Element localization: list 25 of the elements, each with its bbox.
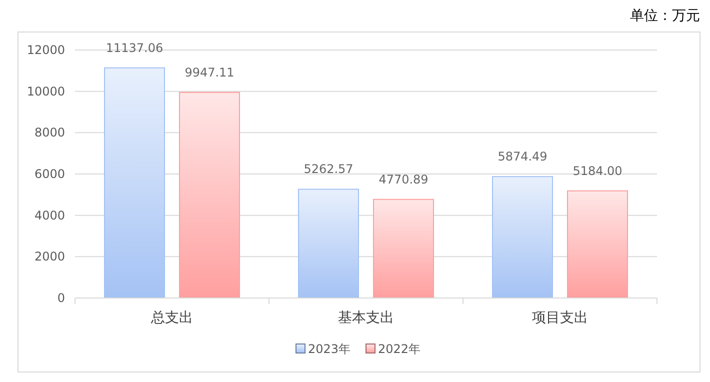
y-tick-label: 6000 (34, 167, 65, 181)
data-label: 5874.49 (498, 150, 548, 164)
bar (104, 67, 165, 298)
data-label: 4770.89 (378, 172, 428, 186)
data-label: 9947.11 (184, 65, 234, 80)
legend-label: 2022年 (378, 342, 421, 356)
x-tick-label: 项目支出 (532, 310, 588, 326)
bar (373, 198, 434, 298)
text: 单位：万元 (630, 8, 700, 24)
bar (567, 190, 628, 298)
x-tick-label: 总支出 (150, 310, 193, 326)
bar (298, 188, 359, 298)
x-tick-label: 基本支出 (338, 310, 394, 326)
y-tick-label: 10000 (26, 84, 65, 98)
y-tick-label: 12000 (26, 43, 65, 57)
y-tick-label: 4000 (34, 208, 65, 222)
data-label: 11137.06 (106, 40, 164, 55)
bar (179, 92, 240, 298)
y-tick-label: 0 (57, 291, 65, 305)
y-tick-label: 8000 (34, 126, 65, 140)
data-label: 5262.57 (304, 162, 354, 176)
legend-label: 2023年 (308, 342, 351, 356)
data-label: 5184.00 (572, 164, 622, 178)
bar (492, 176, 553, 298)
y-tick-label: 2000 (34, 250, 65, 264)
